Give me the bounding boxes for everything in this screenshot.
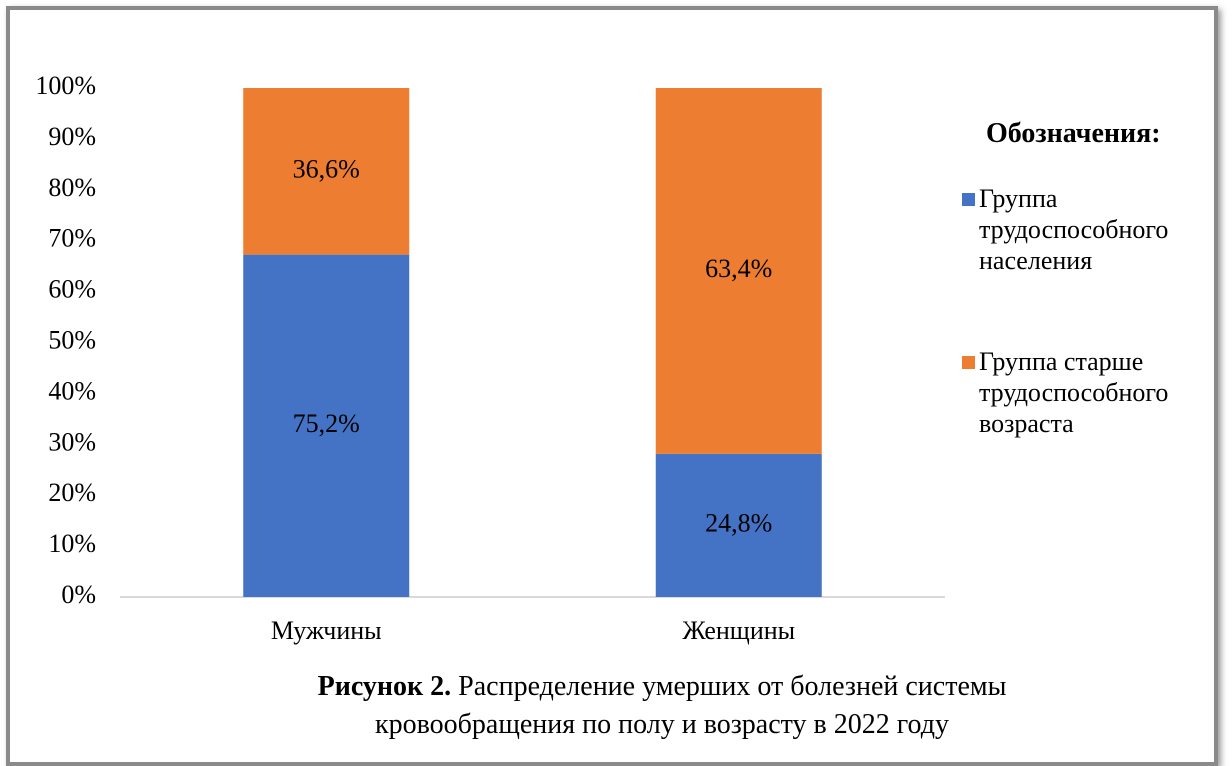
legend-title: Обозначения:	[986, 118, 1161, 149]
legend-label: Группа старше трудоспособного возраста	[979, 347, 1169, 438]
caption-label: Рисунок 2.	[317, 671, 452, 702]
y-tick-label: 0%	[61, 580, 96, 609]
legend-item: Группа старше трудоспособного возраста	[962, 346, 1212, 439]
value-label: 36,6%	[293, 154, 360, 183]
legend-swatch	[962, 356, 975, 369]
y-tick-label: 70%	[48, 224, 96, 253]
legend-item: Группа трудоспособного населения	[962, 183, 1212, 276]
bar-segment	[655, 453, 822, 597]
value-label: 24,8%	[705, 508, 772, 537]
y-tick-label: 30%	[48, 427, 96, 456]
legend: Обозначения: Группа трудоспособного насе…	[962, 118, 1212, 509]
value-label: 75,2%	[293, 409, 360, 438]
y-tick-label: 20%	[48, 478, 96, 507]
bar-segment	[243, 254, 410, 598]
caption: Рисунок 2. Распределение умерших от боле…	[232, 668, 1092, 744]
legend-swatch	[962, 193, 975, 206]
y-tick-label: 10%	[48, 529, 96, 558]
legend-label: Группа трудоспособного населения	[979, 184, 1169, 275]
y-tick-label: 90%	[48, 122, 96, 151]
value-label: 63,4%	[705, 254, 772, 283]
x-tick-label: Мужчины	[271, 616, 382, 645]
y-tick-label: 50%	[48, 325, 96, 354]
x-tick-label: Женщины	[682, 616, 795, 645]
caption-text: Распределение умерших от болезней систем…	[375, 671, 1007, 740]
y-tick-label: 40%	[48, 376, 96, 405]
y-tick-label: 80%	[48, 173, 96, 202]
bar-segment	[243, 88, 410, 255]
bar-segment	[655, 88, 822, 454]
y-tick-label: 100%	[35, 71, 96, 100]
y-tick-label: 60%	[48, 275, 96, 304]
